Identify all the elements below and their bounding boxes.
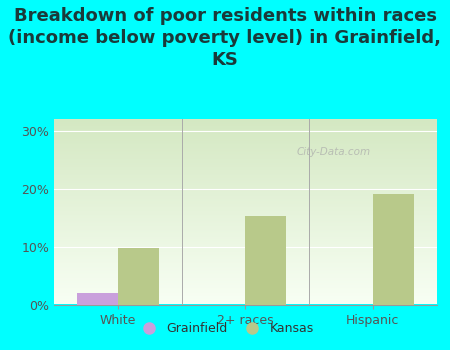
Text: City-Data.com: City-Data.com (296, 147, 370, 158)
Bar (245, 216, 286, 304)
Bar (118, 248, 158, 304)
Bar (77, 293, 118, 304)
Bar (373, 194, 414, 304)
Text: Breakdown of poor residents within races
(income below poverty level) in Grainfi: Breakdown of poor residents within races… (9, 7, 441, 69)
Legend: Grainfield, Kansas: Grainfield, Kansas (131, 317, 319, 340)
